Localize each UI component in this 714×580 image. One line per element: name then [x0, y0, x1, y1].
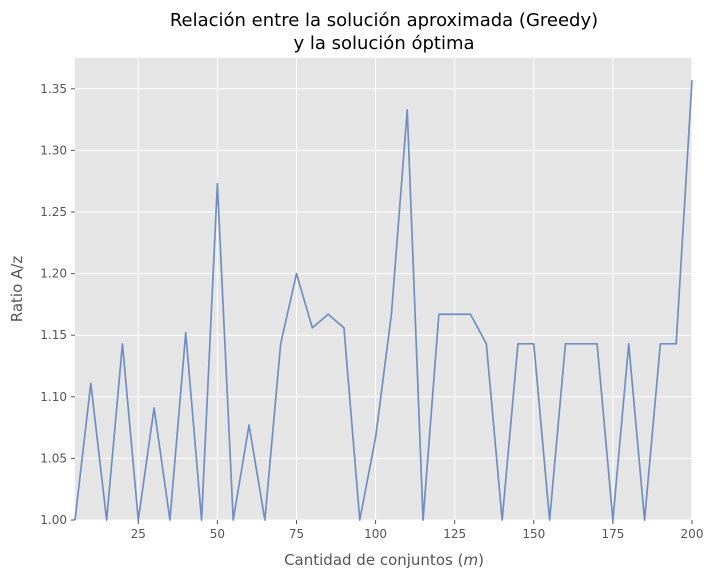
x-tick-label: 100 — [364, 527, 387, 541]
y-tick-label: 1.20 — [40, 267, 67, 281]
y-tick-label: 1.10 — [40, 390, 67, 404]
plot-area — [75, 58, 692, 520]
x-tick-label: 25 — [131, 527, 146, 541]
x-tick-label: 50 — [210, 527, 225, 541]
y-gridlines — [75, 88, 692, 521]
x-tick-label: 125 — [443, 527, 466, 541]
y-tick-label: 1.30 — [40, 143, 67, 157]
x-tick-label: 175 — [601, 527, 624, 541]
x-axis-label-variable: m — [463, 551, 478, 569]
chart-title-line1: Relación entre la solución aproximada (G… — [170, 10, 598, 31]
chart-title-line2: y la solución óptima — [293, 33, 474, 54]
series-line — [74, 80, 693, 521]
x-axis-ticks: 25 50 75 100 125 150 175 200 — [131, 520, 704, 541]
series-layer — [74, 80, 693, 521]
x-axis-label-text: Cantidad de conjuntos ( — [284, 551, 463, 569]
y-axis-ticks: 1.00 1.05 1.10 1.15 1.20 1.25 1.30 1.35 — [40, 82, 75, 527]
y-tick-label: 1.25 — [40, 205, 67, 219]
y-tick-label: 1.00 — [40, 513, 67, 527]
x-axis-label: Cantidad de conjuntos (m) — [284, 551, 484, 569]
y-tick-label: 1.05 — [40, 451, 67, 465]
x-tick-label: 150 — [522, 527, 545, 541]
y-tick-label: 1.15 — [40, 328, 67, 342]
y-axis-label: Ratio A/z — [8, 256, 26, 323]
x-gridlines — [137, 58, 693, 520]
y-tick-label: 1.35 — [40, 82, 67, 96]
x-tick-label: 75 — [289, 527, 304, 541]
x-tick-label: 200 — [681, 527, 704, 541]
x-axis-label-end: ) — [478, 551, 484, 569]
